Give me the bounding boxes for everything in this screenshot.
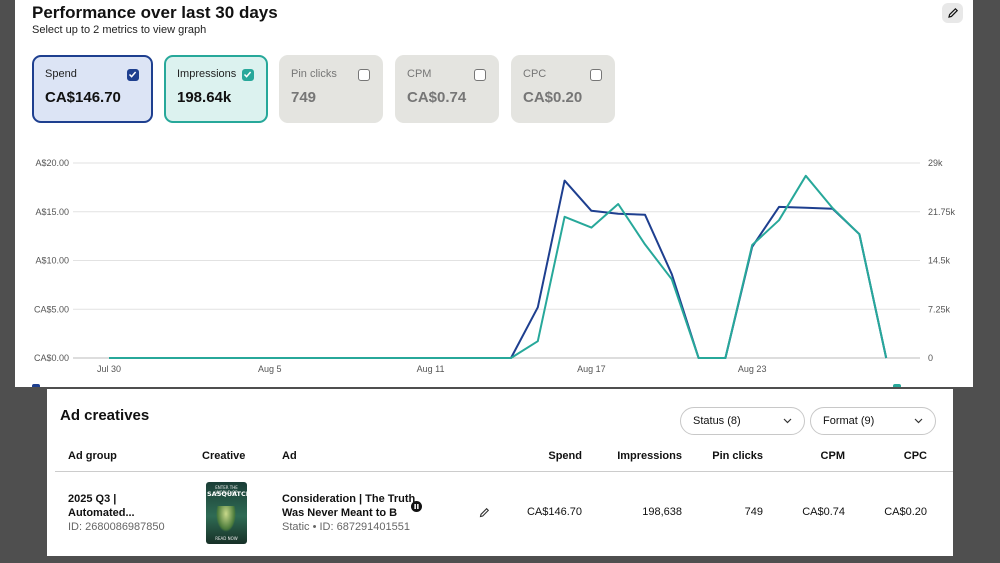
x-tick-label: Aug 11	[417, 364, 445, 374]
series-line-impressions	[109, 174, 888, 359]
edit-button[interactable]	[942, 3, 963, 23]
ad-title[interactable]: Consideration | The Truth	[282, 493, 416, 505]
ad-group-name[interactable]: 2025 Q3 |	[68, 493, 117, 505]
metric-card-impressions[interactable]: Impressions 198.64k	[164, 55, 268, 123]
ad-group-id: ID: 2680086987850	[68, 521, 165, 533]
metric-label: CPM	[407, 68, 432, 80]
spend-value: CA$146.70	[526, 506, 582, 518]
cpm-value: CA$0.74	[802, 506, 845, 518]
legend-marker-spend	[32, 384, 40, 387]
metric-label: Impressions	[177, 68, 237, 80]
metric-value: CA$146.70	[45, 89, 121, 106]
metric-label: Spend	[45, 68, 77, 80]
y-left-tick-label: CA$0.00	[34, 353, 69, 363]
x-tick-label: Aug 5	[258, 364, 282, 374]
metric-checkbox[interactable]	[127, 69, 139, 81]
impressions-value: 198,638	[642, 506, 682, 518]
thumb-figure	[216, 506, 236, 532]
metric-card-cpm[interactable]: CPM CA$0.74	[395, 55, 499, 123]
metric-card-spend[interactable]: Spend CA$146.70	[32, 55, 153, 123]
column-header[interactable]: Ad	[282, 450, 297, 462]
metric-value: CA$0.74	[407, 89, 467, 106]
pencil-icon	[947, 7, 958, 18]
metric-value: CA$0.20	[523, 89, 583, 106]
y-right-tick-label: 0	[928, 353, 933, 363]
y-left-tick-label: A$15.00	[35, 207, 69, 217]
check-icon	[128, 71, 137, 78]
y-right-tick-label: 14.5k	[928, 256, 951, 266]
metric-card-cpc[interactable]: CPC CA$0.20	[511, 55, 615, 123]
thumb-kicker: ENTER THE WORLD OF	[215, 485, 238, 495]
x-tick-label: Aug 17	[577, 364, 606, 374]
status-dropdown-label: Status (8)	[693, 415, 741, 427]
y-right-tick-label: 7.25k	[928, 304, 951, 314]
ad-creatives-panel: Ad creatives Status (8) Format (9) Ad gr…	[47, 389, 953, 556]
column-header[interactable]: Pin clicks	[712, 450, 763, 462]
column-header[interactable]: Creative	[202, 450, 246, 462]
x-tick-label: Aug 23	[738, 364, 767, 374]
header-divider	[55, 471, 953, 472]
legend-marker-impressions	[893, 384, 901, 387]
thumb-cta: READ NOW	[215, 536, 238, 541]
metric-label: CPC	[523, 68, 547, 80]
metric-checkbox[interactable]	[242, 69, 254, 81]
column-header[interactable]: Impressions	[617, 450, 682, 462]
page-subtitle: Select up to 2 metrics to view graph	[32, 24, 207, 36]
column-header[interactable]: CPC	[903, 450, 927, 462]
thumb-title: SASQUATCH	[207, 490, 247, 498]
check-icon	[243, 71, 252, 78]
y-left-tick-label: A$20.00	[35, 158, 69, 168]
ad-meta: Static • ID: 687291401551	[282, 521, 410, 533]
ad-title-cont[interactable]: Was Never Meant to B	[282, 507, 398, 519]
page-title: Performance over last 30 days	[32, 3, 278, 22]
pin-clicks-value: 749	[744, 506, 763, 518]
metric-value: 198.64k	[177, 89, 232, 106]
column-header[interactable]: Spend	[548, 450, 582, 462]
y-right-tick-label: 29k	[928, 158, 943, 168]
status-dropdown[interactable]: Status (8)	[680, 407, 805, 435]
creative-thumbnail[interactable]: ENTER THE WORLD OF SASQUATCH READ NOW	[206, 482, 247, 544]
format-dropdown-label: Format (9)	[823, 415, 875, 427]
x-tick-label: Jul 30	[97, 364, 121, 374]
metric-label: Pin clicks	[291, 68, 337, 80]
column-header[interactable]: CPM	[820, 450, 845, 462]
column-header[interactable]: Ad group	[68, 450, 117, 462]
section-title: Ad creatives	[60, 407, 150, 424]
format-dropdown[interactable]: Format (9)	[810, 407, 936, 435]
performance-chart: CA$0.00 0 CA$5.00 7.25k A$10.00 14.5k A$15.00 2…	[32, 158, 956, 387]
performance-panel: Performance over last 30 days Select up …	[15, 0, 973, 387]
metric-checkbox[interactable]	[358, 69, 370, 81]
metric-value: 749	[291, 89, 317, 106]
metric-card-pin-clicks[interactable]: Pin clicks 749	[279, 55, 383, 123]
pause-icon[interactable]	[411, 501, 422, 512]
pencil-icon[interactable]	[479, 507, 490, 518]
ad-group-name-cont[interactable]: Automated...	[68, 507, 135, 519]
y-left-tick-label: A$10.00	[35, 256, 69, 266]
series-line-spend	[109, 179, 888, 359]
y-right-tick-label: 21.75k	[928, 207, 956, 217]
metric-checkbox[interactable]	[590, 69, 602, 81]
y-left-tick-label: CA$5.00	[34, 304, 69, 314]
cpc-value: CA$0.20	[884, 506, 927, 518]
chevron-down-icon	[914, 418, 923, 424]
metric-checkbox[interactable]	[474, 69, 486, 81]
chevron-down-icon	[783, 418, 792, 424]
